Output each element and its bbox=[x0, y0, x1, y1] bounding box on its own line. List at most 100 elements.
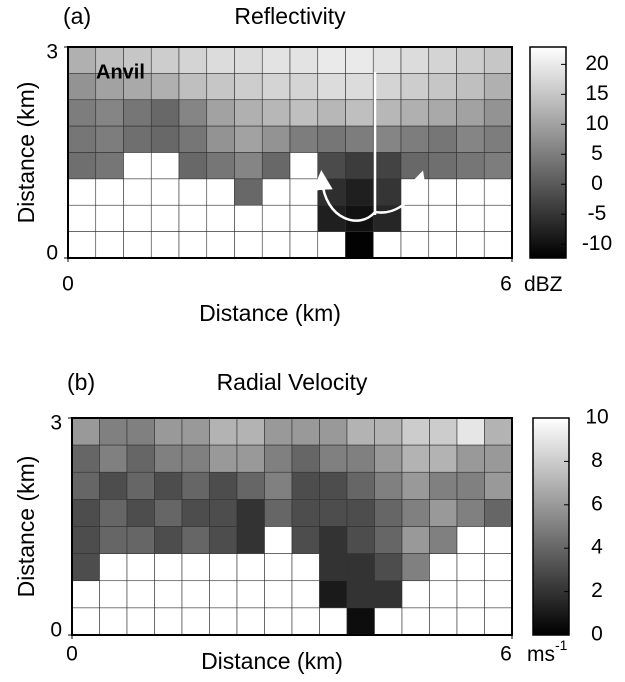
no-data-cell bbox=[319, 607, 348, 636]
no-data-cell bbox=[483, 178, 513, 206]
no-data-cell bbox=[291, 553, 320, 582]
annotation: Anvil bbox=[96, 61, 145, 83]
colorbar-tick-label: 10 bbox=[585, 406, 608, 429]
cell bbox=[234, 46, 263, 74]
no-data-cell bbox=[429, 607, 458, 636]
cell bbox=[178, 73, 208, 101]
cell bbox=[154, 417, 183, 446]
cell bbox=[95, 152, 124, 180]
cell bbox=[150, 46, 180, 74]
cell bbox=[178, 99, 208, 127]
cell bbox=[261, 125, 291, 153]
cell bbox=[291, 526, 320, 554]
colorbar bbox=[529, 46, 567, 259]
cell bbox=[372, 46, 402, 74]
cell bbox=[209, 417, 238, 446]
no-data-cell bbox=[456, 607, 485, 636]
cell bbox=[95, 125, 124, 153]
no-data-cell bbox=[123, 178, 152, 206]
cell bbox=[400, 46, 430, 74]
panel-title: Reflectivity bbox=[234, 3, 346, 29]
cell bbox=[346, 607, 375, 636]
cell bbox=[209, 444, 238, 473]
cell bbox=[372, 152, 402, 180]
no-data-cell bbox=[289, 152, 319, 180]
cell bbox=[428, 125, 457, 153]
cell bbox=[345, 231, 374, 259]
cell bbox=[319, 499, 348, 527]
cell bbox=[317, 152, 346, 180]
no-data-cell bbox=[428, 231, 457, 259]
cell bbox=[345, 125, 374, 153]
x-tick-label: 0 bbox=[66, 643, 78, 666]
y-axis-label: Distance (km) bbox=[13, 82, 39, 224]
cell bbox=[346, 499, 375, 527]
no-data-cell bbox=[123, 152, 152, 180]
no-data-cell bbox=[150, 231, 180, 259]
cell bbox=[374, 471, 403, 500]
cell bbox=[67, 73, 97, 101]
cell bbox=[319, 471, 348, 500]
cell bbox=[429, 499, 458, 527]
cell bbox=[99, 471, 128, 500]
cell bbox=[374, 499, 403, 527]
no-data-cell bbox=[428, 178, 457, 206]
cell bbox=[319, 580, 348, 609]
cell bbox=[374, 417, 403, 446]
cell bbox=[429, 444, 458, 473]
no-data-cell bbox=[154, 607, 183, 636]
cell bbox=[264, 499, 293, 527]
no-data-cell bbox=[181, 607, 210, 636]
y-tick-label: 3 bbox=[50, 412, 62, 435]
no-data-cell bbox=[484, 553, 513, 582]
cell bbox=[67, 46, 97, 74]
no-data-cell bbox=[456, 553, 485, 582]
cell bbox=[95, 99, 124, 127]
no-data-cell bbox=[178, 231, 208, 259]
no-data-cell bbox=[429, 553, 458, 582]
no-data-cell bbox=[374, 607, 403, 636]
cell bbox=[400, 152, 430, 180]
colorbar-tick-label: -5 bbox=[588, 202, 607, 225]
cell bbox=[319, 526, 348, 554]
no-data-cell bbox=[99, 607, 128, 636]
cell bbox=[123, 46, 152, 74]
cell bbox=[401, 471, 430, 500]
cell bbox=[456, 444, 485, 473]
cell bbox=[289, 46, 319, 74]
colorbar-tick-label: -10 bbox=[582, 232, 612, 255]
no-data-cell bbox=[429, 580, 458, 609]
cell bbox=[484, 444, 513, 473]
cell bbox=[319, 553, 348, 582]
cell bbox=[206, 152, 235, 180]
x-axis-label: Distance (km) bbox=[201, 648, 343, 674]
cell bbox=[236, 444, 265, 473]
colorbar-unit: ms-1 bbox=[527, 637, 568, 666]
panel-label: (a) bbox=[63, 3, 91, 29]
no-data-cell bbox=[456, 204, 485, 232]
no-data-cell bbox=[261, 231, 291, 259]
cell bbox=[374, 553, 403, 582]
cell bbox=[209, 526, 238, 554]
y-tick-label: 3 bbox=[46, 41, 58, 64]
cell bbox=[178, 125, 208, 153]
cell bbox=[483, 125, 513, 153]
cell bbox=[456, 152, 485, 180]
no-data-cell bbox=[317, 231, 346, 259]
cell bbox=[206, 99, 235, 127]
no-data-cell bbox=[95, 178, 124, 206]
cell bbox=[154, 499, 183, 527]
cell bbox=[345, 99, 374, 127]
cell bbox=[181, 526, 210, 554]
colorbar-tick-label: 0 bbox=[591, 172, 603, 195]
y-tick-label: 0 bbox=[50, 619, 62, 642]
no-data-cell bbox=[261, 204, 291, 232]
y-tick-label: 0 bbox=[46, 242, 58, 265]
cell bbox=[150, 125, 180, 153]
no-data-cell bbox=[484, 607, 513, 636]
no-data-cell bbox=[289, 178, 319, 206]
cell bbox=[236, 417, 265, 446]
no-data-cell bbox=[178, 204, 208, 232]
cell bbox=[346, 417, 375, 446]
no-data-cell bbox=[264, 580, 293, 609]
